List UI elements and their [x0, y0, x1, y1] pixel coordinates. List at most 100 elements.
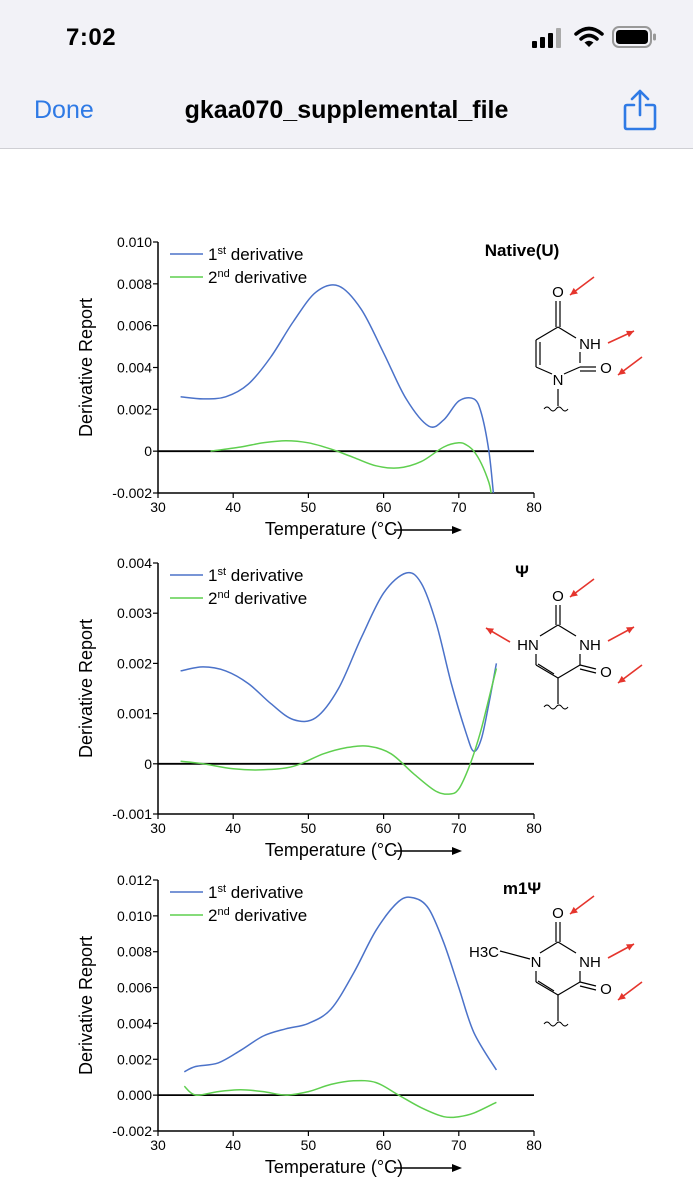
molecule-arrowhead [626, 944, 634, 951]
y-tick-label: 0.004 [117, 1015, 152, 1031]
molecule-atom-hn: HN [517, 637, 539, 654]
series-line-1st-derivative [183, 896, 498, 1073]
legend-label-sup: nd [217, 268, 229, 280]
molecule-arrowhead [626, 330, 634, 338]
series-line-1st-derivative [180, 284, 495, 494]
x-tick-label: 50 [301, 820, 317, 836]
molecule-attachment [543, 704, 569, 710]
x-tick-label: 60 [376, 499, 392, 515]
chart-title: Native(U) [485, 241, 560, 260]
y-tick-label: 0.008 [117, 276, 152, 292]
molecule-arrowhead [570, 906, 578, 914]
legend-label-rest: derivative [230, 589, 307, 608]
legend-label-sup: st [217, 566, 226, 578]
legend-label: 1st derivative [208, 566, 304, 585]
legend-label-number: 1 [208, 245, 217, 264]
status-time: 7:02 [66, 24, 117, 51]
molecule-atom-o: O [600, 981, 612, 998]
molecule-bond [563, 366, 581, 375]
navigation-bar: Done gkaa070_supplemental_file [0, 70, 693, 149]
molecule-attachment [543, 1021, 569, 1027]
molecule-bond [579, 981, 597, 987]
y-tick-label: 0.010 [117, 908, 152, 924]
molecule-atom-nh: NH [579, 637, 601, 654]
x-tick-label: 50 [301, 1137, 317, 1153]
x-tick-label: 80 [526, 499, 542, 515]
molecule-structure: O HN NH O [485, 578, 643, 710]
series-line-2nd-derivative [210, 439, 492, 494]
molecule-structure: O NH O N [535, 276, 643, 412]
molecule-bond [579, 985, 597, 991]
molecule-bond [539, 941, 559, 954]
y-tick-label: 0.001 [117, 706, 152, 722]
y-tick-label: -0.002 [112, 1123, 152, 1139]
legend-label-sup: st [217, 883, 226, 895]
molecule-bond [539, 624, 559, 637]
y-axis-label: Derivative Report [76, 619, 96, 758]
legend-label-rest: derivative [226, 245, 303, 264]
legend-label-sup: st [217, 245, 226, 257]
molecule-bond [579, 668, 597, 674]
molecule-arrowhead [486, 628, 494, 635]
x-axis-arrowhead [452, 1164, 462, 1172]
series-line-1st-derivative [180, 571, 498, 753]
y-tick-label: 0.004 [117, 555, 152, 571]
molecule-atom-nh: NH [579, 954, 601, 971]
series-line-2nd-derivative [183, 1079, 497, 1119]
y-tick-label: 0.006 [117, 980, 152, 996]
y-tick-label: 0 [144, 756, 152, 772]
x-tick-label: 60 [376, 1137, 392, 1153]
legend-label-rest: derivative [226, 883, 303, 902]
legend-label: 1st derivative [208, 883, 304, 902]
legend-label: 2nd derivative [208, 268, 307, 287]
molecule-atom-nh: NH [579, 336, 601, 353]
molecule-bond [579, 664, 597, 670]
molecule-atom-o: O [552, 905, 564, 922]
molecule-atom-n: N [531, 954, 542, 971]
molecule-bond [557, 981, 581, 996]
molecule-atom-o: O [600, 360, 612, 377]
x-tick-label: 70 [451, 499, 467, 515]
legend-label-number: 1 [208, 883, 217, 902]
done-button[interactable]: Done [34, 96, 94, 124]
figure-charts: -0.002 0 0.002 0.004 0.006 0.008 0.010 30 40 50 60… [76, 234, 643, 1177]
legend-label-sup: nd [217, 589, 229, 601]
y-tick-label: 0.002 [117, 401, 152, 417]
molecule-bond [557, 664, 581, 679]
legend-label-number: 1 [208, 566, 217, 585]
y-tick-label: -0.001 [112, 806, 152, 822]
molecule-arrowhead [570, 287, 578, 295]
y-tick-label: 0.002 [117, 1051, 152, 1067]
x-tick-label: 70 [451, 820, 467, 836]
chart-panel-1: -0.002 0 0.002 0.004 0.006 0.008 0.010 30 40 50 60… [76, 234, 643, 539]
molecule-bond [535, 326, 559, 341]
legend-label: 2nd derivative [208, 589, 307, 608]
legend-label-sup: nd [217, 906, 229, 918]
molecule-arrowhead [618, 367, 626, 375]
x-tick-label: 80 [526, 1137, 542, 1153]
x-axis-label: Temperature (°C) [265, 519, 403, 539]
molecule-arrowhead [618, 992, 626, 1000]
molecule-bond [535, 981, 559, 996]
x-tick-label: 30 [150, 820, 166, 836]
molecule-atom-methyl: H3C [469, 944, 499, 961]
share-button[interactable] [620, 88, 660, 132]
status-bar: 7:02 [0, 0, 693, 70]
y-tick-label: 0.004 [117, 360, 152, 376]
x-axis-label: Temperature (°C) [265, 1157, 403, 1177]
molecule-atom-n: N [553, 372, 564, 389]
y-tick-label: 0.006 [117, 318, 152, 334]
legend-label-number: 2 [208, 268, 217, 287]
legend-label: 1st derivative [208, 245, 304, 264]
molecule-bond [557, 941, 577, 954]
x-tick-label: 40 [225, 1137, 241, 1153]
x-tick-label: 30 [150, 499, 166, 515]
wifi-icon [574, 26, 604, 47]
legend-label-rest: derivative [230, 268, 307, 287]
molecule-atom-o: O [600, 664, 612, 681]
series-line-2nd-derivative [180, 668, 498, 795]
legend-label-rest: derivative [230, 906, 307, 925]
molecule-attachment [543, 406, 569, 412]
document-page[interactable]: -0.002 0 0.002 0.004 0.006 0.008 0.010 30 40 50 60… [0, 149, 693, 1200]
y-axis-label: Derivative Report [76, 298, 96, 437]
